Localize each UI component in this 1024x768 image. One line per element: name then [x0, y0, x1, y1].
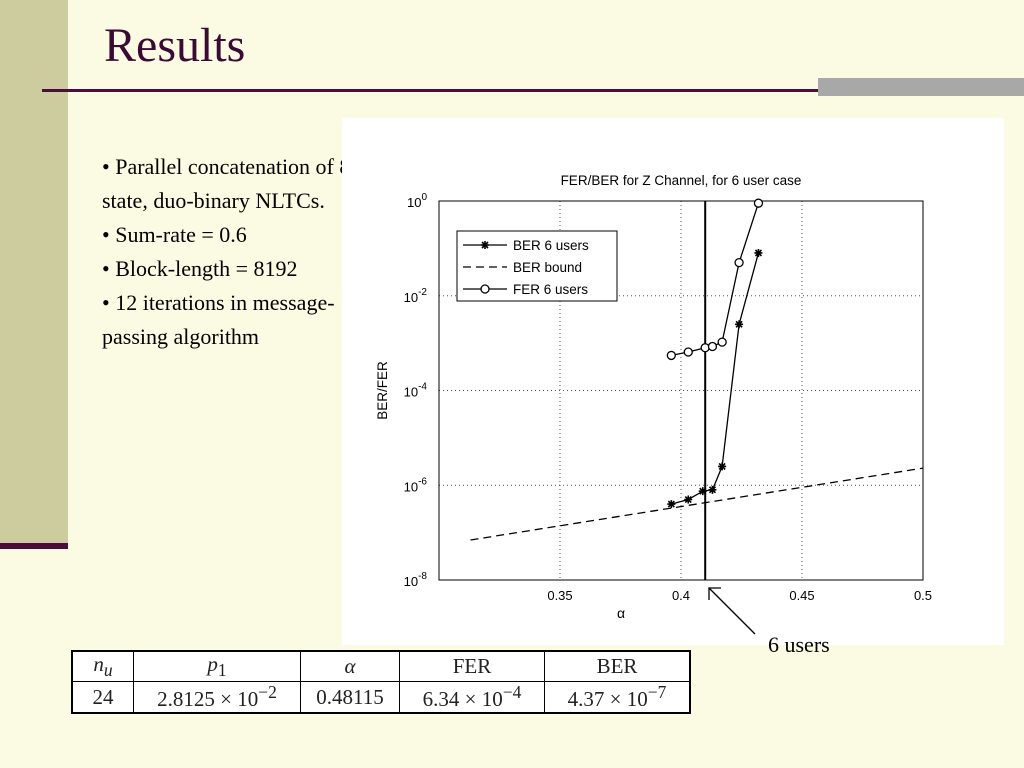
- col-header-alpha: α: [300, 650, 400, 683]
- data-point-star: [708, 485, 717, 494]
- cell-ber: 4.37 × 10−7: [544, 681, 691, 714]
- col-header-ber: BER: [544, 650, 691, 683]
- legend-label: BER bound: [513, 260, 582, 275]
- title-rule: [42, 89, 972, 92]
- data-point-star: [735, 320, 744, 329]
- data-point-circle: [707, 341, 718, 352]
- bullet-list: • Parallel concatenation of 8-state, duo…: [102, 150, 392, 354]
- y-tick-label: 100: [407, 192, 427, 210]
- col-header-p1: p1: [133, 650, 301, 683]
- data-point-circle: [717, 337, 727, 347]
- table-header-row: nu p1 α FER BER: [71, 650, 691, 683]
- x-tick-label: 0.45: [789, 588, 814, 603]
- x-tick-label: 0.5: [914, 588, 932, 603]
- bullet-item: • Block-length = 8192: [102, 256, 298, 281]
- data-point-star: [667, 500, 676, 509]
- legend-label: FER 6 users: [513, 282, 588, 297]
- plot-frame: [438, 200, 924, 581]
- results-table: nu p1 α FER BER 24 2.8125 × 10−2 0.48115…: [71, 650, 691, 715]
- col-header-nu: nu: [71, 650, 134, 683]
- data-point-star: [698, 487, 707, 496]
- col-header-fer: FER: [399, 650, 545, 683]
- bullet-item: • Sum-rate = 0.6: [102, 222, 247, 247]
- data-point-star: [684, 495, 693, 504]
- y-axis-label: BER/FER: [375, 361, 390, 420]
- y-tick-label: 10-2: [404, 287, 428, 305]
- series-line: [671, 252, 760, 505]
- sidebar-cap: [0, 543, 68, 549]
- x-tick-label: 0.35: [547, 588, 572, 603]
- y-tick-label: 10-6: [404, 476, 428, 494]
- callout-label: 6 users: [768, 632, 830, 657]
- y-tick-label: 10-4: [404, 382, 428, 400]
- bullet-item: • 12 iterations in message-passing algor…: [102, 290, 335, 349]
- ber-fer-chart: 0.35 0.4 0.45 0.5 100 10-2 10-4 10-6 10-8 FER/BER…: [375, 173, 932, 621]
- data-point-circle: [753, 198, 764, 208]
- y-tick-label: 10-8: [404, 571, 428, 589]
- data-point-circle: [666, 350, 676, 361]
- x-axis-label: α: [617, 605, 625, 621]
- data-point-circle: [734, 257, 744, 268]
- data-point-star: [718, 462, 727, 471]
- x-tick-label: 0.4: [672, 588, 690, 603]
- legend-marker-star: [481, 241, 489, 249]
- cell-nu: 24: [71, 681, 134, 714]
- legend-label: BER 6 users: [513, 238, 589, 253]
- cell-fer: 6.34 × 10−4: [399, 681, 545, 714]
- cell-p1: 2.8125 × 10−2: [133, 681, 301, 714]
- legend-marker-circle: [480, 284, 490, 294]
- bullet-item: • Parallel concatenation of 8-state, duo…: [102, 154, 358, 213]
- table-row: 24 2.8125 × 10−2 0.48115 6.34 × 10−4 4.3…: [71, 681, 691, 714]
- slide-title: Results: [104, 19, 246, 72]
- series-line: [671, 202, 760, 357]
- series-line: [470, 467, 924, 541]
- cell-alpha: 0.48115: [300, 681, 400, 714]
- chart-title: FER/BER for Z Channel, for 6 user case: [561, 173, 802, 188]
- chart-figure: 0.35 0.4 0.45 0.5 100 10-2 10-4 10-6 10-8 FER/BER…: [342, 118, 1004, 645]
- data-point-star: [754, 248, 763, 257]
- title-rule-accent: [818, 78, 1024, 96]
- sidebar-band: [0, 0, 68, 543]
- data-point-circle: [683, 347, 693, 357]
